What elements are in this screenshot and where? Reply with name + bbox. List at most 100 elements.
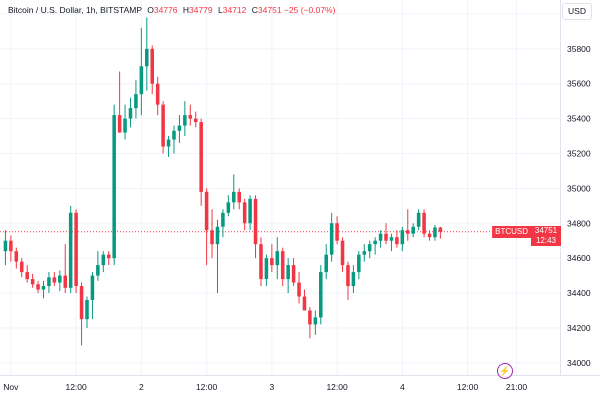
currency-button[interactable]: USD [562, 3, 592, 20]
candle-body [270, 258, 274, 266]
x-tick-label: 12:00 [196, 382, 218, 392]
y-tick-label: 34800 [567, 218, 591, 228]
low-label: L [218, 5, 223, 15]
candle-body [85, 300, 89, 320]
candle-body [340, 240, 345, 266]
candle-body [237, 191, 241, 203]
candle-body [74, 212, 78, 287]
x-tick-label: 12:00 [457, 382, 479, 392]
candle-body [183, 115, 187, 126]
candle-body [264, 258, 269, 280]
y-tick-label: 34400 [567, 288, 591, 298]
candle-body [346, 265, 350, 287]
candle-body [242, 202, 247, 224]
candle-body [362, 251, 367, 255]
candle-body [90, 275, 95, 300]
candle-body [79, 286, 84, 320]
candles [3, 17, 443, 346]
price-axis[interactable]: 34000 34200 34400 34600 34800 35000 35200 35400… [567, 9, 591, 368]
candle-body [226, 202, 231, 213]
candle-body [36, 284, 40, 290]
candle-body [232, 191, 236, 203]
candle-body [30, 279, 35, 285]
candle-body [324, 254, 328, 273]
candle-body [416, 212, 421, 227]
candle-body [210, 230, 214, 245]
candle-body [329, 223, 334, 255]
x-tick-label: Nov [3, 382, 19, 392]
close-value: 34751 [257, 5, 282, 15]
last-price-value: 34751 [534, 225, 558, 235]
candle-body [112, 115, 116, 259]
candle-body [199, 122, 203, 192]
high-label: H [182, 5, 189, 15]
candle-body [411, 226, 415, 234]
candle-body [193, 118, 198, 123]
y-tick-label: 35800 [567, 44, 591, 54]
x-tick-label: 21:00 [506, 382, 528, 392]
candle-body [221, 212, 225, 227]
candle-body [378, 233, 383, 241]
candle-body [161, 104, 165, 147]
candle-body [58, 275, 62, 283]
candle-body [280, 251, 285, 280]
legend-header: Bitcoin / U.S. Dollar, 1h, BITSTAMP O347… [8, 5, 335, 15]
candle-body [101, 254, 106, 266]
candle-body [155, 83, 160, 105]
candle-body [297, 282, 301, 297]
candle-body [117, 115, 122, 133]
candle-body [406, 230, 410, 234]
candle-body [373, 240, 377, 245]
candle-body [357, 254, 361, 273]
candle-body [139, 66, 144, 95]
y-tick-label: 35400 [567, 114, 591, 124]
candle-body [19, 261, 24, 273]
candle-body [400, 230, 405, 245]
open-label: O [147, 5, 154, 15]
bar-countdown: 12:43 [535, 235, 557, 245]
time-axis[interactable]: Nov 12:00 2 12:00 3 12:00 4 12:00 21:00 [3, 382, 527, 392]
candle-body [150, 48, 154, 84]
y-tick-label: 34600 [567, 253, 591, 263]
candle-body [248, 198, 252, 224]
lightning-icon[interactable]: ⚡ [497, 363, 513, 379]
x-tick-label: 12:00 [65, 382, 87, 392]
candle-body [14, 251, 19, 262]
y-tick-label: 35000 [567, 183, 591, 193]
candle-body [438, 227, 443, 232]
candle-body [63, 275, 68, 288]
candle-body [389, 237, 394, 241]
candle-body [259, 244, 263, 280]
candle-body [335, 223, 339, 241]
candle-body [96, 265, 100, 276]
symbol-title[interactable]: Bitcoin / U.S. Dollar, 1h, BITSTAMP [8, 5, 142, 15]
close-label: C [251, 5, 258, 15]
candle-body [3, 240, 8, 252]
candle-body [319, 272, 323, 318]
candle-body [204, 191, 209, 231]
x-tick-label: 4 [400, 382, 405, 392]
candle-body [52, 277, 57, 283]
x-tick-label: 12:00 [326, 382, 348, 392]
candle-body [313, 317, 318, 325]
high-value: 34779 [189, 5, 213, 15]
low-value: 34712 [222, 5, 247, 15]
candle-body [367, 244, 372, 252]
candle-body [188, 115, 193, 119]
open-value: 34776 [153, 5, 178, 15]
candle-body [123, 118, 127, 133]
candle-body [422, 212, 426, 234]
y-tick-label: 34000 [567, 358, 591, 368]
candle-body [291, 265, 296, 283]
candle-body [128, 108, 133, 119]
candle-body [308, 310, 312, 325]
candle-body [25, 272, 29, 280]
candle-body [106, 254, 111, 259]
candle-body [9, 240, 13, 252]
candle-body [215, 226, 220, 245]
candle-body [47, 277, 51, 287]
candle-body [427, 233, 432, 238]
candle-body [253, 198, 258, 245]
